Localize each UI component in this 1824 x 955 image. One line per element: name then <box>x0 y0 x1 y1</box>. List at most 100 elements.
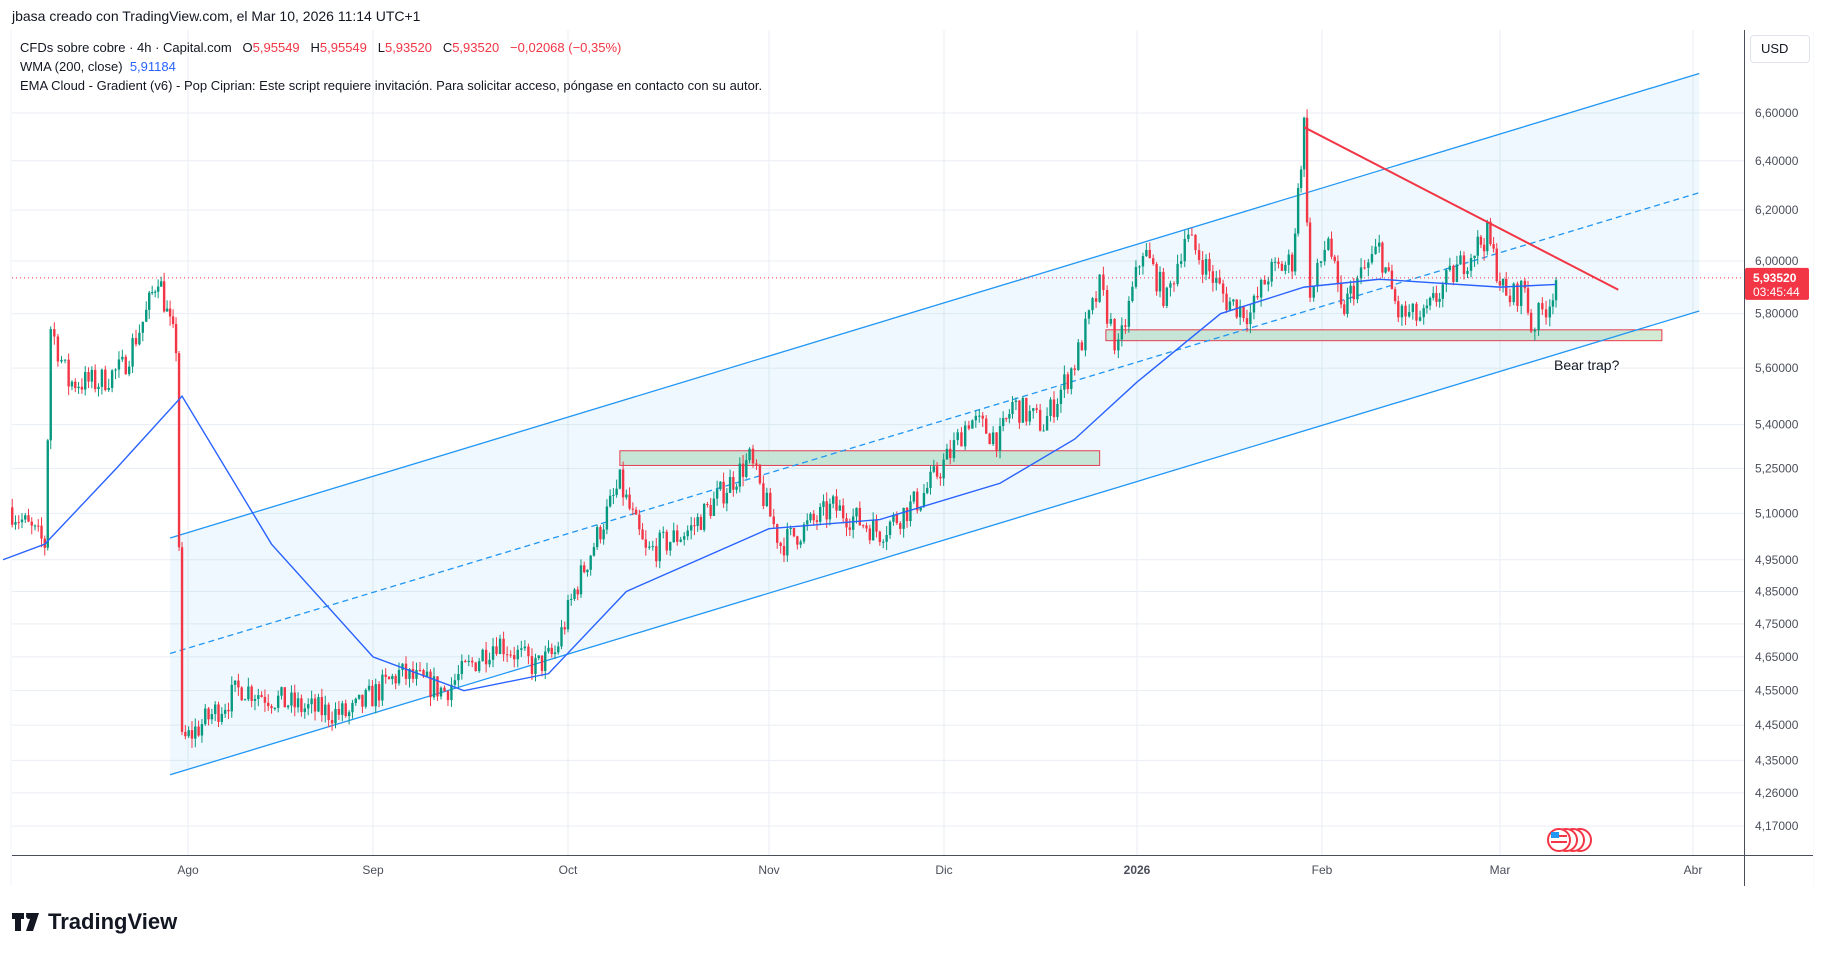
candle <box>145 309 148 322</box>
candle <box>1032 408 1035 411</box>
candle <box>599 527 602 540</box>
candle <box>641 529 644 540</box>
candle <box>1479 236 1483 245</box>
candle <box>439 687 443 697</box>
candle <box>1476 236 1479 256</box>
candle <box>509 654 512 656</box>
close-label: C <box>442 40 453 55</box>
candle <box>935 466 939 477</box>
candle <box>1374 246 1377 255</box>
candle <box>520 648 523 650</box>
tradingview-logo-icon <box>12 913 39 931</box>
candle <box>1455 264 1459 283</box>
candle <box>984 418 988 434</box>
candle <box>929 471 932 488</box>
candle <box>1204 259 1208 275</box>
candle <box>939 476 942 479</box>
candle <box>696 516 699 526</box>
candle <box>1091 298 1094 311</box>
candle <box>204 708 207 725</box>
candle <box>1308 222 1312 298</box>
candle <box>1225 293 1228 310</box>
price-axis[interactable] <box>1745 30 1813 886</box>
candle <box>257 695 260 699</box>
candle <box>223 709 227 714</box>
candle <box>320 697 324 716</box>
low-value: 5,93520 <box>384 40 432 55</box>
price-tick-label: 4,75000 <box>1755 617 1799 631</box>
candle <box>491 646 495 660</box>
candle <box>330 719 334 724</box>
candle <box>809 513 812 521</box>
candle <box>313 698 317 712</box>
candle <box>1172 283 1176 285</box>
candle <box>165 308 169 312</box>
tradingview-logo[interactable]: TradingView <box>12 909 177 935</box>
candle <box>197 726 200 736</box>
candle <box>263 696 267 703</box>
candle <box>956 432 959 441</box>
candle <box>124 356 127 375</box>
candle <box>280 687 283 696</box>
candle <box>27 515 30 522</box>
ema-cloud-legend[interactable]: EMA Cloud - Gradient (v6) - Pop Ciprian:… <box>20 78 763 93</box>
candle <box>1270 262 1273 282</box>
candle <box>53 329 56 337</box>
candle <box>875 519 878 532</box>
candle <box>825 501 828 520</box>
candle <box>87 371 90 382</box>
candle <box>307 704 310 709</box>
candle <box>33 525 37 527</box>
candle <box>1469 257 1473 271</box>
candle <box>354 698 357 703</box>
candle <box>998 426 1002 451</box>
time-axis[interactable] <box>12 856 1744 886</box>
candle <box>1541 303 1544 310</box>
candle <box>945 448 949 460</box>
candle <box>1025 397 1028 422</box>
candle <box>457 674 460 681</box>
price-tick-label: 4,95000 <box>1755 553 1799 567</box>
candle <box>722 481 725 504</box>
candle <box>1187 234 1190 239</box>
candle <box>926 487 929 494</box>
candle <box>806 520 809 525</box>
wma-legend[interactable]: WMA (200, close) 5,91184 <box>20 59 176 74</box>
candle <box>576 589 579 595</box>
candle <box>683 536 686 540</box>
candle <box>351 702 354 713</box>
candle <box>1158 271 1162 292</box>
candle <box>1045 415 1049 431</box>
candle <box>1415 303 1418 321</box>
candle <box>1190 234 1194 236</box>
candle <box>1508 295 1512 303</box>
events-icon[interactable] <box>1547 828 1592 852</box>
candle <box>523 646 527 649</box>
candle <box>290 692 293 706</box>
currency-button[interactable]: USD <box>1750 35 1810 63</box>
candle <box>84 371 87 390</box>
candle <box>1201 260 1204 275</box>
price-tick-label: 6,60000 <box>1755 106 1799 120</box>
candle <box>772 516 775 525</box>
candle <box>77 386 80 389</box>
last-price-label-bg <box>1745 267 1809 300</box>
price-tick-label: 4,35000 <box>1755 753 1799 767</box>
price-tick-label: 4,65000 <box>1755 650 1799 664</box>
candle <box>1441 284 1444 299</box>
candle <box>187 730 190 737</box>
candle <box>404 663 408 679</box>
candle <box>1011 402 1014 414</box>
candle <box>648 546 651 548</box>
high-value: 5,95549 <box>319 40 367 55</box>
candle <box>1211 271 1215 283</box>
symbol-legend[interactable]: CFDs sobre cobre · 4h · Capital.com O5,9… <box>20 40 621 55</box>
candle <box>570 599 573 601</box>
candle <box>942 459 945 479</box>
channel-middle-line <box>169 192 1700 655</box>
candle <box>1448 265 1452 271</box>
candle <box>1529 312 1533 332</box>
candle <box>1349 285 1352 294</box>
candle <box>341 703 344 715</box>
